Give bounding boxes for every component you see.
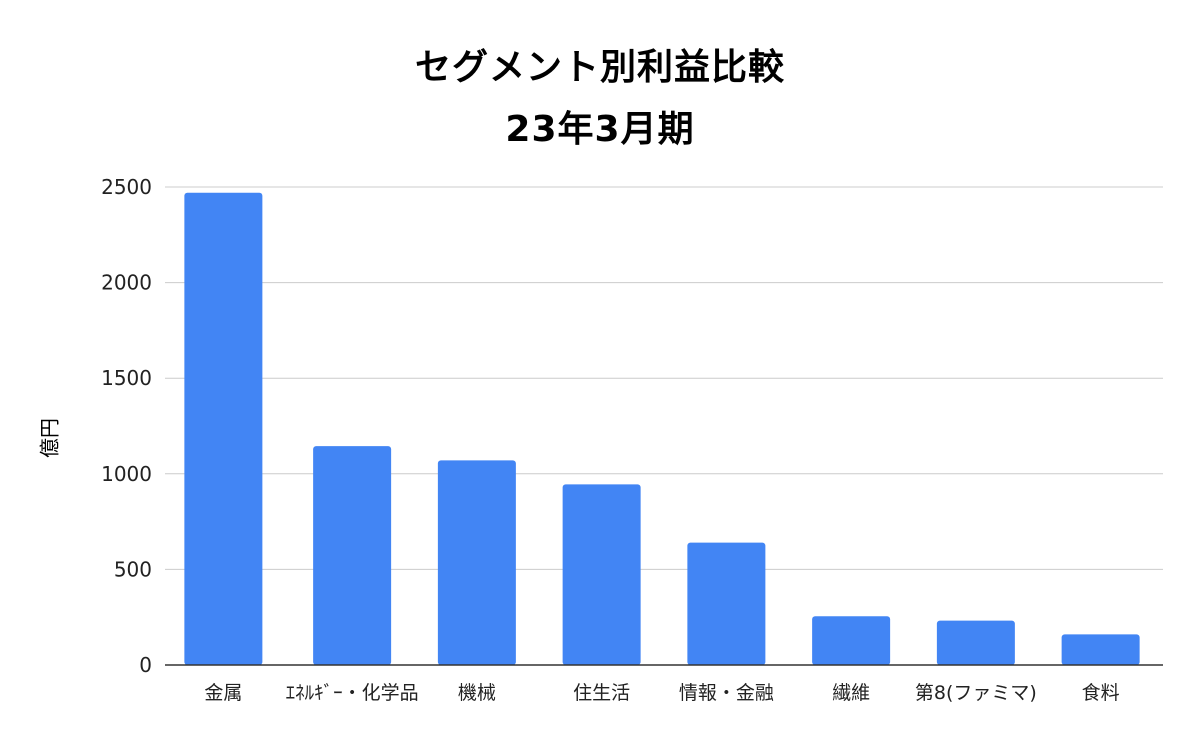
bar xyxy=(562,484,641,665)
chart-title: セグメント別利益比較 xyxy=(414,47,785,88)
bar xyxy=(184,192,263,665)
y-tick-label: 2500 xyxy=(101,175,152,199)
x-tick-label: ｴﾈﾙｷﾞｰ・化学品 xyxy=(286,682,419,704)
bar xyxy=(437,460,516,665)
bar xyxy=(687,542,766,665)
x-tick-label: 金属 xyxy=(204,682,242,704)
x-tick-label: 情報・金融 xyxy=(679,682,774,704)
y-tick-label: 500 xyxy=(114,557,152,581)
y-tick-label: 1500 xyxy=(101,366,152,390)
bar xyxy=(313,446,392,665)
y-tick-label: 1000 xyxy=(101,462,152,486)
bar xyxy=(812,616,891,665)
x-tick-label: 第8(ファミマ) xyxy=(915,682,1037,704)
bar xyxy=(1061,634,1140,665)
x-tick-label: 住生活 xyxy=(573,682,630,704)
chart-subtitle: 23年3月期 xyxy=(505,109,695,150)
y-tick-label: 0 xyxy=(139,653,152,677)
bar xyxy=(936,620,1015,665)
x-tick-label: 食料 xyxy=(1082,682,1120,704)
x-tick-label: 繊維 xyxy=(832,682,870,704)
y-tick-label: 2000 xyxy=(101,271,152,295)
x-tick-label: 機械 xyxy=(458,682,496,704)
